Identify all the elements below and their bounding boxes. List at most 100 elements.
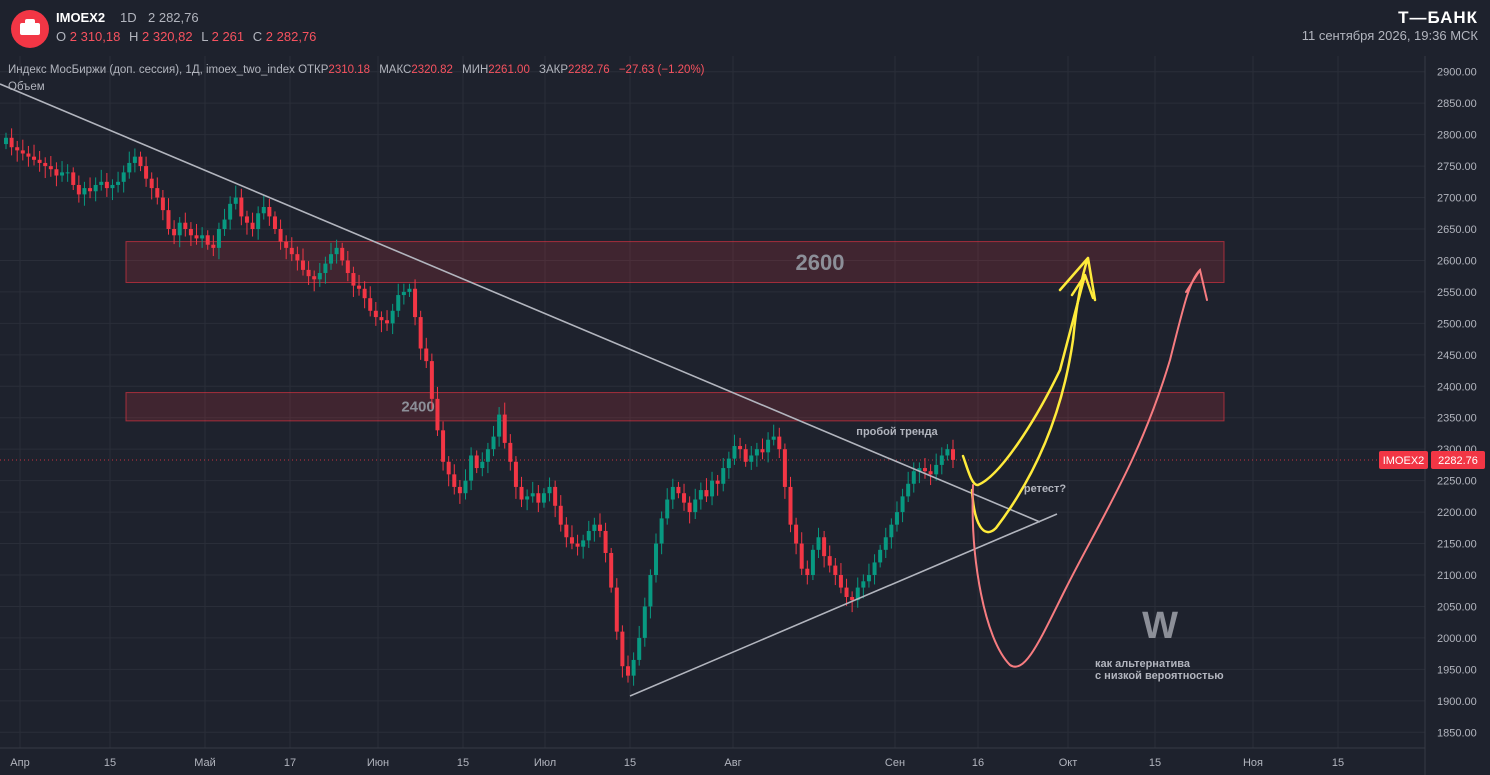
candle-body xyxy=(878,549,883,563)
candle-body xyxy=(317,273,322,280)
candle-body xyxy=(211,244,216,248)
datetime: 11 сентября 2026, 19:36 МСК xyxy=(1301,28,1478,43)
candle-body xyxy=(228,203,233,220)
high-value: 2 320,82 xyxy=(142,29,193,44)
candle-body xyxy=(441,430,446,462)
candle-body xyxy=(698,490,703,500)
symbol-label[interactable]: IMOEX2 xyxy=(56,10,106,25)
retest-annotation: ретест? xyxy=(1024,483,1067,495)
candle-body xyxy=(306,269,311,277)
candle-body xyxy=(614,587,619,632)
candle-body xyxy=(429,361,434,399)
candle-body xyxy=(508,442,513,462)
time-tick-label: Апр xyxy=(10,757,29,769)
candle-body xyxy=(502,414,507,443)
last-price-symbol-badge xyxy=(1379,451,1428,470)
candle-body xyxy=(513,461,518,487)
candle-body xyxy=(132,156,137,163)
candle-body xyxy=(43,162,48,167)
candle-body xyxy=(564,524,569,538)
candle-body xyxy=(340,247,345,261)
candle-body xyxy=(435,398,440,431)
candle-body xyxy=(754,449,759,456)
candle-body xyxy=(883,537,888,550)
candle-body xyxy=(637,637,642,660)
price-tick-label: 2450.00 xyxy=(1437,350,1477,362)
candle-body xyxy=(547,486,552,494)
candle-body xyxy=(216,229,221,248)
candle-body xyxy=(93,184,98,192)
candle-body xyxy=(110,184,115,189)
candle-body xyxy=(351,273,356,286)
price-tick-label: 2500.00 xyxy=(1437,318,1477,330)
candle-body xyxy=(536,493,541,503)
candle-body xyxy=(911,471,916,484)
candle-body xyxy=(934,464,939,475)
downtrend-line xyxy=(0,83,1041,523)
candle-body xyxy=(894,512,899,525)
candle-body xyxy=(922,468,927,472)
candle-body xyxy=(928,471,933,475)
price-tick-label: 1900.00 xyxy=(1437,696,1477,708)
time-tick-label: Июн xyxy=(367,757,389,769)
candle-body xyxy=(480,461,485,469)
candle-body xyxy=(777,436,782,450)
candle-body xyxy=(323,263,328,274)
candle-body xyxy=(866,575,871,582)
candle-body xyxy=(553,486,558,506)
candle-body xyxy=(183,222,188,229)
ohlc-row: O 2 310,18 H 2 320,82 L 2 261 C 2 282,76 xyxy=(56,29,321,44)
candle-body xyxy=(676,486,681,494)
last-price-value-text: 2282.76 xyxy=(1438,455,1478,467)
candle-body xyxy=(256,213,261,229)
low-label: L xyxy=(201,29,208,44)
candle-body xyxy=(855,587,860,601)
candle-body xyxy=(715,480,720,484)
close-value: 2 282,76 xyxy=(265,29,317,44)
candle-body xyxy=(603,530,608,553)
candle-body xyxy=(766,439,771,453)
candle-body xyxy=(693,499,698,513)
candle-body xyxy=(188,229,193,236)
candle-body xyxy=(833,565,838,575)
yellow-scenario-1 xyxy=(961,273,1095,487)
candle-body xyxy=(575,543,580,547)
price-tick-label: 2650.00 xyxy=(1437,224,1477,236)
candle-body xyxy=(889,524,894,538)
price-tick-label: 2400.00 xyxy=(1437,381,1477,393)
candle-body xyxy=(312,276,317,280)
w-pattern-annotation: W xyxy=(1142,605,1178,647)
yellow-scenario-2 xyxy=(970,256,1097,534)
price-tick-label: 2100.00 xyxy=(1437,570,1477,582)
candle-body xyxy=(945,449,950,456)
candle-body xyxy=(642,606,647,638)
candle-body xyxy=(799,543,804,569)
candle-body xyxy=(373,310,378,318)
legend-high-label: МАКС xyxy=(379,64,412,76)
brand-logo: Т—БАНК xyxy=(1398,8,1478,27)
timeframe-label[interactable]: 1D xyxy=(120,10,137,25)
time-tick-label: 15 xyxy=(104,757,116,769)
candle-body xyxy=(205,235,210,245)
candle-body xyxy=(794,524,799,544)
candle-body xyxy=(250,222,255,229)
candle-body xyxy=(144,166,149,179)
candle-body xyxy=(917,468,922,472)
candle-body xyxy=(530,493,535,497)
candle-body xyxy=(900,496,905,513)
chart-header: IMOEX2 1D 2 282,76 O 2 310,18 H 2 320,82… xyxy=(0,0,1490,56)
candle-body xyxy=(838,575,843,588)
price-tick-label: 2900.00 xyxy=(1437,67,1477,79)
legend-title: Индекс МосБиржи (доп. сессия), 1Д, imoex… xyxy=(8,64,295,76)
series-legend[interactable]: Индекс МосБиржи (доп. сессия), 1Д, imoex… xyxy=(8,64,711,76)
volume-legend[interactable]: Объем xyxy=(8,81,45,93)
alternative-note-line1: как альтернатива xyxy=(1095,658,1191,670)
candle-body xyxy=(222,219,227,229)
candle-body xyxy=(805,568,810,575)
candle-body xyxy=(334,247,339,255)
candle-body xyxy=(872,562,877,575)
candle-body xyxy=(15,147,20,151)
candle-body xyxy=(368,298,373,311)
price-tick-label: 2600.00 xyxy=(1437,255,1477,267)
